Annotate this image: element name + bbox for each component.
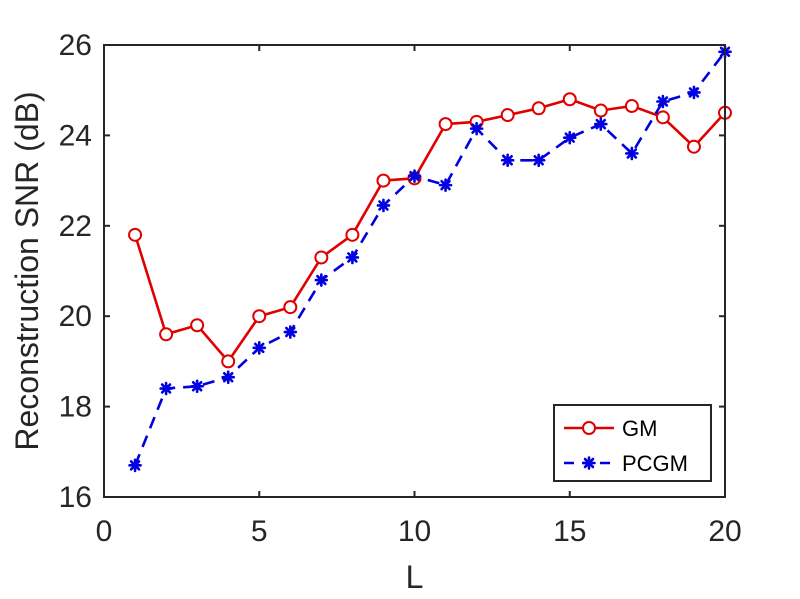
asterisk-stroke [409, 170, 420, 182]
pcgm-point [128, 458, 142, 473]
y-tick-label: 22 [59, 210, 92, 243]
legend-marker-gm [582, 421, 596, 435]
pcgm-point [656, 94, 670, 109]
y-tick-label: 18 [59, 391, 92, 424]
asterisk-stroke [440, 179, 451, 191]
legend-box [553, 404, 712, 482]
pcgm-point [531, 153, 546, 168]
gm-point [438, 117, 453, 132]
pcgm-point [159, 381, 173, 396]
asterisk-stroke [191, 380, 203, 392]
pcgm-point [252, 341, 267, 355]
gm-point [159, 327, 174, 342]
pcgm-point [500, 153, 515, 168]
asterisk-stroke [533, 155, 544, 166]
legend-marker-pcgm [582, 456, 596, 470]
asterisk-stroke [583, 457, 595, 469]
pcgm-point [593, 117, 608, 131]
y-axis-title: Reconstruction SNR (dB) [9, 91, 45, 450]
x-tick-label: 20 [708, 515, 741, 548]
asterisk-stroke [253, 342, 265, 354]
pcgm-line [133, 51, 727, 466]
pcgm-point [190, 379, 204, 394]
series-gm [128, 92, 732, 369]
y-tick-label: 26 [59, 29, 92, 62]
y-tick-label: 20 [59, 300, 92, 333]
asterisk-stroke [316, 274, 327, 286]
pcgm-point [469, 121, 484, 136]
asterisk-stroke [129, 460, 141, 471]
gm-point [686, 139, 701, 154]
asterisk-stroke [657, 96, 669, 107]
asterisk-stroke [595, 118, 607, 130]
gm-point [252, 309, 267, 324]
asterisk-stroke [347, 252, 358, 263]
gm-point [593, 103, 608, 118]
gm-point [500, 108, 515, 123]
y-tick-label: 24 [59, 119, 92, 152]
pcgm-point [314, 273, 329, 287]
x-axis-title: L [406, 559, 424, 595]
tick-layer: 0 5 10 15 20 16 18 20 22 24 26 [59, 29, 742, 548]
gm-point [624, 99, 639, 114]
gm-point [221, 354, 236, 369]
asterisk-stroke [222, 371, 234, 383]
pcgm-point [687, 85, 701, 100]
x-tick-label: 5 [251, 515, 268, 548]
asterisk-stroke [626, 148, 638, 159]
legend-label-pcgm: PCGM [622, 451, 688, 476]
gm-point [376, 173, 391, 188]
series-layer [128, 44, 732, 473]
gm-point [562, 92, 577, 107]
gm-point [531, 101, 546, 116]
pcgm-point [562, 130, 577, 145]
legend-label-gm: GM [622, 416, 657, 441]
asterisk-stroke [564, 132, 576, 143]
pcgm-point [438, 178, 453, 192]
asterisk-stroke [502, 155, 513, 166]
asterisk-stroke [471, 123, 482, 134]
gm-point [655, 110, 670, 125]
series-pcgm [128, 44, 732, 473]
asterisk-stroke [688, 87, 700, 98]
asterisk-stroke [160, 383, 172, 394]
legend: GM PCGM [553, 404, 712, 482]
x-tick-label: 10 [398, 515, 431, 548]
gm-point [283, 300, 298, 315]
asterisk-stroke [378, 200, 389, 211]
pcgm-point [221, 370, 235, 385]
asterisk-stroke [285, 326, 296, 338]
pcgm-point [407, 169, 422, 183]
gm-point [128, 227, 143, 242]
gm-point [314, 250, 329, 265]
x-tick-label: 15 [553, 515, 586, 548]
gm-point [345, 227, 360, 242]
pcgm-point [345, 250, 360, 265]
y-tick-label: 16 [59, 481, 92, 514]
pcgm-point [625, 146, 639, 161]
gm-point [190, 318, 205, 333]
pcgm-point [376, 198, 391, 213]
pcgm-point [283, 325, 298, 339]
x-tick-label: 0 [96, 515, 113, 548]
